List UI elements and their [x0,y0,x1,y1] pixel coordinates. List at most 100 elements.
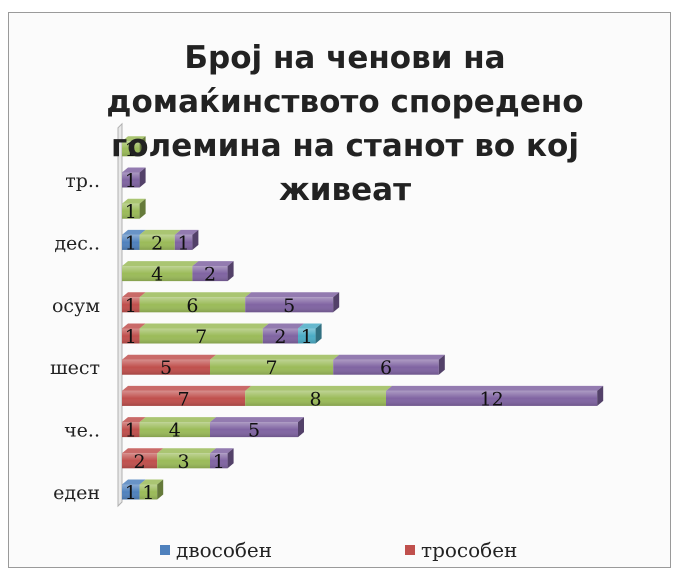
bar-top [245,385,392,391]
bar-side [597,385,604,406]
bar-segment: 1 [122,167,146,192]
bar-side [192,229,199,250]
bar-segment: 4 [122,261,199,286]
data-label: 3 [178,451,190,473]
bar-top [210,354,340,360]
data-label: 1 [142,482,154,504]
bar-segment: 8 [245,385,392,410]
bar-segment: 7 [139,323,269,348]
data-label: 2 [134,451,146,473]
bar-segment: 2 [139,229,181,254]
bar-top [122,417,146,423]
bar-top [139,229,181,235]
legend-item: двособен [160,538,272,562]
bar-segment: 7 [210,354,340,379]
category-axis [117,122,123,508]
bar-segment: 1 [122,417,146,442]
bar-top [386,385,604,391]
data-label: 1 [125,139,137,161]
data-label: 4 [151,264,163,286]
bar-top [122,167,146,173]
bar-side [227,261,234,282]
bar-top [174,229,199,235]
bar-top [139,479,164,485]
bar-top [122,292,146,298]
category-label: шест [50,357,100,379]
data-label: 1 [125,232,137,254]
data-label: 4 [169,420,181,442]
data-label: 12 [480,388,504,410]
category-label: тр.. [65,170,100,192]
bar-top [192,261,234,267]
bar-side [227,448,234,469]
category-labels: еден че.. шест осум дес.. тр.. [50,170,100,504]
data-label: 5 [160,357,172,379]
bar-top [157,448,216,454]
data-label: 1 [178,232,190,254]
bar-side [333,292,340,313]
bar-segment: 5 [122,354,216,379]
bar-side [315,323,322,344]
bar-top [262,323,304,329]
data-label: 7 [266,357,278,379]
bar-segment: 1 [122,136,146,161]
bar-top [298,323,322,329]
bar-top [122,448,164,454]
bar-segment: 7 [122,385,252,410]
bar-segment: 12 [386,385,604,410]
bar-segment: 2 [262,323,304,348]
bar-top [210,417,304,423]
bar-top [122,136,146,142]
bar-segment: 1 [122,323,146,348]
bar-top [333,354,445,360]
data-label: 5 [283,295,295,317]
data-label: 1 [125,482,137,504]
bar-top [245,292,340,298]
bar-top [122,198,146,204]
bar-segment: 5 [245,292,340,317]
data-label: 1 [301,326,313,348]
data-label: 8 [310,388,322,410]
bar-segment: 1 [298,323,322,348]
data-label: 1 [125,295,137,317]
bar-segment: 1 [122,229,146,254]
data-label: 7 [195,326,207,348]
bar-top [139,417,216,423]
bar-side [298,417,304,438]
bar-segment: 1 [174,229,199,254]
axis-layer [117,122,123,508]
data-label: 1 [125,170,137,192]
data-label: 2 [274,326,286,348]
bar-top [122,385,252,391]
bar-segment: 1 [210,448,234,473]
data-label: 1 [125,420,137,442]
data-label: 1 [213,451,225,473]
bar-top [122,229,146,235]
data-label: 6 [380,357,392,379]
legend-swatch [405,545,415,555]
category-label: осум [52,295,100,317]
bar-side [438,354,445,375]
bar-side [139,136,146,157]
data-label: 2 [151,232,163,254]
category-label: че.. [64,420,100,442]
bar-side [139,167,146,188]
bar-top [122,479,146,485]
category-label: еден [53,482,100,504]
bar-segment: 2 [192,261,234,286]
bar-top [122,323,146,329]
legend-swatch [160,545,170,555]
chart-legend: двособен трособен [160,538,630,568]
bar-segment: 4 [139,417,216,442]
bar-segment: 2 [122,448,164,473]
bar-top [210,448,234,454]
bar-top [139,323,269,329]
data-label: 6 [186,295,198,317]
bar-segment: 1 [122,479,146,504]
bar-side [157,479,164,500]
data-label: 5 [248,420,260,442]
legend-label: двособен [176,538,273,562]
legend-item: трособен [405,538,517,562]
